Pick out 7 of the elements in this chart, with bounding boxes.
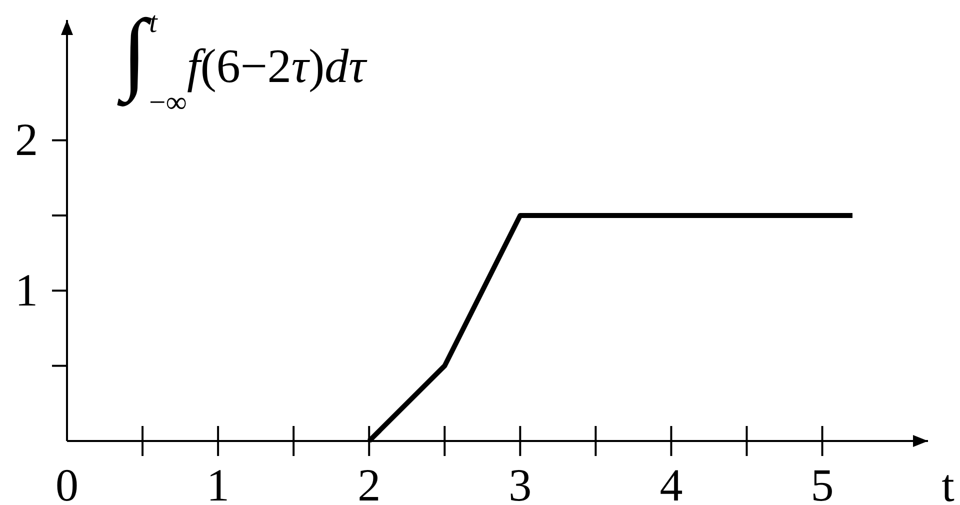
x-tick-label: 5 — [810, 460, 834, 505]
x-tick-label: 4 — [660, 460, 683, 505]
x-tick-label: 1 — [206, 460, 230, 505]
x-tick-label: 0 — [56, 460, 78, 505]
x-axis-title: t — [942, 460, 955, 505]
x-tick-label: 3 — [508, 460, 532, 505]
x-tick-label: 2 — [358, 460, 381, 505]
